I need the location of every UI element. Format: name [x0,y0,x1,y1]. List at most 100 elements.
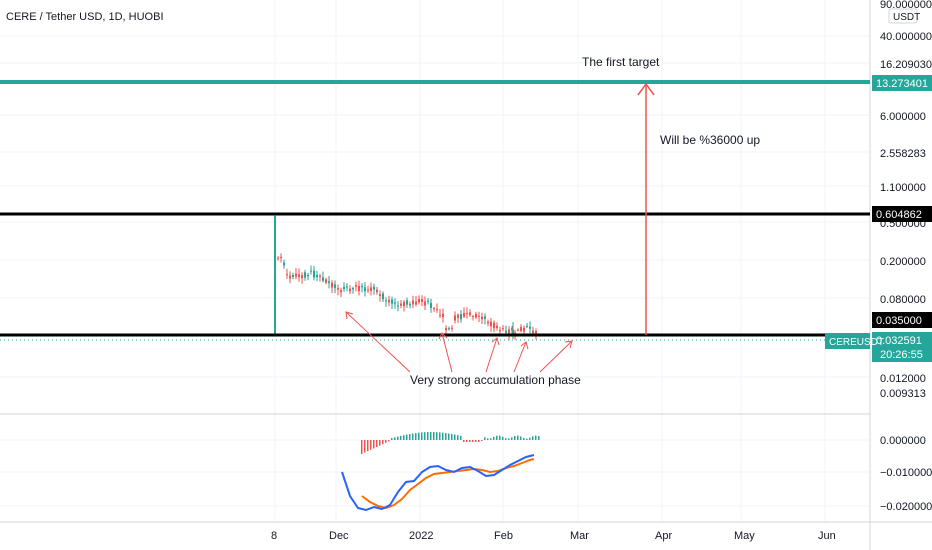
histogram-bar [457,435,459,440]
candle [508,329,510,335]
svg-text:0.604862: 0.604862 [876,209,922,221]
candle [424,301,426,306]
histogram-bar [361,440,363,454]
histogram-bar [394,437,396,440]
histogram-bar [424,432,426,440]
histogram-bar [418,432,420,440]
histogram-bar [409,434,411,440]
price-tick: 0.009313 [880,388,926,400]
histogram-bar [472,440,474,442]
histogram-bar [505,438,507,440]
candle [493,322,495,329]
histogram-bar [397,436,399,440]
candle [439,314,441,316]
candle [337,288,339,290]
candle [469,312,471,316]
histogram-bar [454,434,456,440]
candle [421,299,423,302]
histogram-bar [385,440,387,443]
candle [442,313,444,318]
price-tick: 16.209030 [880,59,932,71]
candle [517,329,519,331]
time-tick: Mar [570,530,589,542]
candle [289,275,291,279]
price-axis[interactable]: 90.000000 40.000000 16.209030 6.000000 2… [880,0,932,400]
unit-badge[interactable]: USDT [888,8,920,24]
time-tick: May [734,530,755,542]
accumulation-arrow-head [345,311,354,320]
candle [301,275,303,279]
histogram-bar [427,432,429,440]
histogram-bar [502,436,504,440]
time-axis[interactable]: 8 Dec 2022 Feb Mar Apr May Jun [271,530,836,542]
svg-text:13.273401: 13.273401 [876,78,928,90]
candle [346,286,348,288]
histogram-bar [448,433,450,440]
candle [484,316,486,319]
support-price-tag: 0.035000 [872,312,932,328]
candle [328,281,330,283]
candle [274,216,276,335]
candle [283,262,285,266]
candle [295,273,297,277]
histogram-bar [367,440,369,452]
indicator-tick: 0.000000 [880,435,926,447]
accumulation-arrow-head [520,341,529,350]
resistance-price-tag: 0.604862 [872,206,932,222]
candle [400,303,402,306]
candle [478,315,480,317]
histogram-bar [415,433,417,440]
candle [512,330,514,336]
accumulation-arrows[interactable] [345,311,573,373]
histogram-bar [499,435,501,440]
candle [514,332,516,335]
candle [535,330,537,334]
candle [349,288,351,292]
candle [520,326,522,332]
indicator-tick: −0.020000 [880,501,932,513]
histogram-bar [529,437,531,440]
candle [463,313,465,317]
candle [280,256,282,258]
candle [334,284,336,288]
candle [490,321,492,327]
candle [292,274,294,277]
candle [367,289,369,291]
candle [532,330,534,334]
time-tick: Jun [818,530,836,542]
grid [0,0,870,522]
last-price-tag: 0.032591 20:26:55 [872,332,932,362]
candle [355,285,357,287]
candle [331,282,333,288]
candle [529,326,531,329]
target-arrow[interactable] [637,82,655,335]
time-tick: Feb [494,530,513,542]
time-tick: Dec [329,530,349,542]
histogram-bar [532,436,534,440]
candles [274,214,537,341]
histogram-bar [439,432,441,440]
candle [430,302,432,308]
svg-text:CEREUSDT: CEREUSDT [829,337,884,348]
histogram-bar [382,440,384,445]
candle [415,301,417,305]
price-tick: 1.100000 [880,182,926,194]
histogram-bar [514,435,516,440]
histogram-bar [433,432,435,440]
histogram-bar [421,432,423,440]
histogram-bar [466,440,468,442]
histogram-bar [520,436,522,440]
histogram-bar [388,440,390,442]
macd-histogram [361,432,540,454]
candle [364,287,366,292]
candle [304,272,306,278]
candle [391,299,393,304]
histogram-bar [517,435,519,440]
candle [385,300,387,302]
candle [505,330,507,333]
target-price-tag: 13.273401 [872,75,932,91]
candle [313,270,315,278]
indicator-axis[interactable]: 0.000000 −0.010000 −0.020000 [880,435,932,513]
candle [286,274,288,276]
histogram-bar [535,435,537,440]
